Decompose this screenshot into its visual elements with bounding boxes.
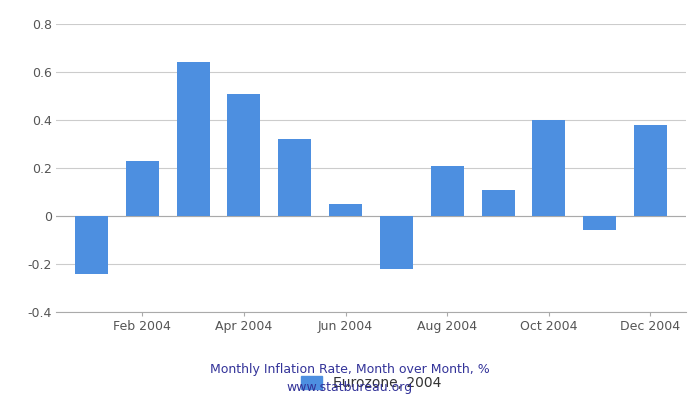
Text: www.statbureau.org: www.statbureau.org (287, 382, 413, 394)
Bar (430, 166, 463, 216)
Bar (329, 204, 362, 216)
Bar (482, 190, 514, 216)
Bar (126, 161, 159, 216)
Bar (583, 216, 616, 230)
Bar (532, 120, 566, 216)
Bar (279, 139, 312, 216)
Bar (176, 62, 210, 216)
Bar (228, 94, 260, 216)
Bar (634, 125, 667, 216)
Legend: Eurozone, 2004: Eurozone, 2004 (295, 371, 447, 396)
Bar (75, 216, 108, 274)
Bar (380, 216, 413, 269)
Text: Monthly Inflation Rate, Month over Month, %: Monthly Inflation Rate, Month over Month… (210, 364, 490, 376)
